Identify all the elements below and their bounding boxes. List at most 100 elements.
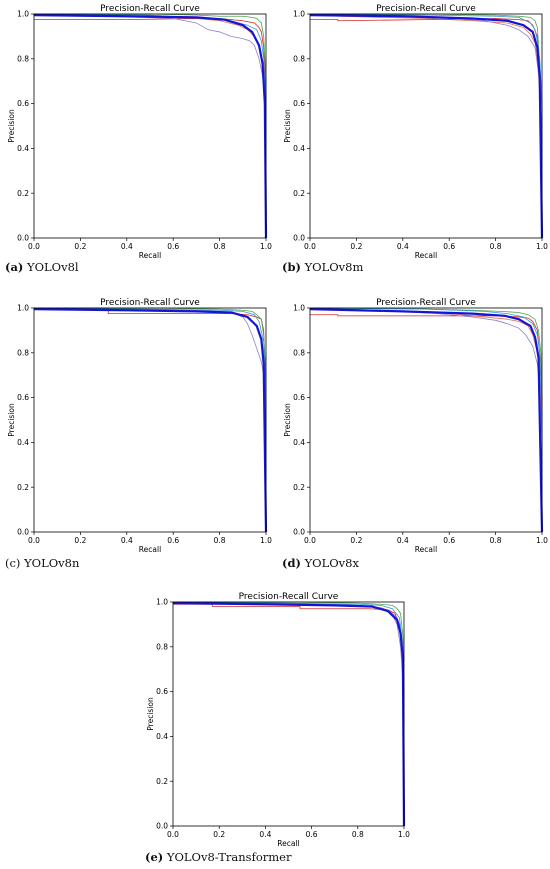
chart-title: Precision-Recall Curve: [376, 298, 476, 308]
class-curve: [33, 307, 267, 532]
class-curve: [173, 603, 405, 826]
plot-frame: [33, 307, 267, 533]
x-tick-label: 0.6: [167, 536, 179, 545]
class-curve: [33, 307, 267, 532]
y-tick-label: 0.0: [156, 822, 168, 831]
mean-curve: [309, 308, 544, 533]
y-tick-label: 0.6: [17, 99, 29, 108]
y-tick-label: 0.4: [293, 438, 305, 447]
y-tick-label: 0.8: [156, 642, 168, 651]
x-tick-label: 0.8: [490, 536, 502, 545]
class-curve: [33, 13, 267, 238]
x-tick-label: 0.0: [167, 830, 179, 839]
y-axis-label: Precision: [7, 109, 16, 143]
pr-chart-3: 0.0 0.2 0.4 0.6 0.8 1.0 0.0 0.2 0.4 0.6 0.8 1.0 Prec…: [283, 298, 548, 554]
mean-curve: [172, 602, 406, 827]
y-tick-label: 0.0: [17, 234, 29, 243]
y-tick-label: 1.0: [293, 304, 305, 313]
caption-text: YOLOv8x: [304, 556, 359, 570]
plot-frame: [33, 13, 267, 239]
class-curve: [34, 13, 267, 238]
y-axis-label: Precision: [283, 403, 292, 437]
y-tick-label: 1.0: [17, 304, 29, 313]
y-tick-label: 1.0: [17, 10, 29, 19]
x-tick-label: 0.6: [306, 830, 318, 839]
x-axis-label: Recall: [277, 839, 299, 848]
x-tick-label: 1.0: [536, 536, 548, 545]
y-tick-label: 0.8: [17, 54, 29, 63]
y-tick-label: 0.4: [17, 144, 29, 153]
x-tick-label: 0.6: [443, 536, 455, 545]
chart-title: Precision-Recall Curve: [100, 298, 200, 308]
class-curve: [33, 13, 267, 238]
y-tick-label: 0.0: [17, 528, 29, 537]
x-tick-label: 1.0: [536, 242, 548, 251]
x-tick-label: 1.0: [260, 536, 272, 545]
y-tick-label: 0.6: [156, 687, 168, 696]
x-tick-label: 0.0: [304, 536, 316, 545]
y-tick-label: 1.0: [293, 10, 305, 19]
x-tick-label: 0.4: [121, 536, 133, 545]
x-tick-label: 0.8: [214, 242, 226, 251]
y-axis-label: Precision: [7, 403, 16, 437]
y-tick-label: 0.8: [293, 348, 305, 357]
class-curve: [33, 307, 267, 532]
y-tick-label: 0.2: [293, 483, 305, 492]
caption-text: YOLOv8-Transformer: [166, 850, 292, 864]
y-tick-label: 0.2: [17, 483, 29, 492]
x-tick-label: 0.6: [167, 242, 179, 251]
class-curve: [309, 307, 543, 532]
pr-chart-1: 0.0 0.2 0.4 0.6 0.8 1.0 0.0 0.2 0.4 0.6 0.8 1.0 Prec…: [283, 4, 548, 260]
x-tick-label: 0.2: [74, 242, 86, 251]
x-tick-label: 0.6: [443, 242, 455, 251]
y-tick-label: 0.8: [17, 348, 29, 357]
caption-d: (d) YOLOv8x: [282, 556, 359, 570]
caption-letter: (b): [282, 260, 301, 274]
class-curve: [309, 13, 543, 238]
caption-letter: (c): [5, 556, 21, 570]
caption-text: YOLOv8l: [27, 260, 79, 274]
y-tick-label: 0.2: [17, 189, 29, 198]
y-axis-label: Precision: [146, 697, 155, 731]
y-tick-label: 1.0: [156, 598, 168, 607]
x-tick-label: 0.2: [350, 536, 362, 545]
mean-curve: [309, 14, 544, 239]
y-tick-label: 0.6: [293, 99, 305, 108]
y-tick-label: 0.2: [156, 777, 168, 786]
caption-letter: (a): [5, 260, 24, 274]
class-curve: [33, 13, 267, 238]
plot-frame: [309, 13, 543, 239]
class-curve: [310, 18, 543, 238]
x-tick-label: 0.2: [213, 830, 225, 839]
caption-text: YOLOv8m: [304, 260, 364, 274]
x-tick-label: 0.0: [28, 536, 40, 545]
y-tick-label: 0.6: [17, 393, 29, 402]
y-tick-label: 0.4: [293, 144, 305, 153]
mean-curve: [33, 308, 268, 533]
caption-a: (a) YOLOv8l: [5, 260, 79, 274]
class-curve: [34, 307, 267, 532]
class-curve: [309, 307, 543, 532]
caption-text: YOLOv8n: [24, 556, 80, 570]
class-curve: [309, 13, 543, 238]
caption-letter: (d): [282, 556, 301, 570]
x-tick-label: 0.0: [28, 242, 40, 251]
x-tick-label: 0.4: [259, 830, 271, 839]
x-axis-label: Recall: [415, 545, 437, 554]
class-curve: [173, 601, 405, 826]
mean-curve: [33, 14, 268, 239]
class-curve: [309, 13, 543, 238]
x-tick-label: 0.8: [352, 830, 364, 839]
plot-frame: [309, 307, 543, 533]
x-tick-label: 0.4: [121, 242, 133, 251]
x-tick-label: 0.4: [397, 242, 409, 251]
class-curve: [309, 307, 543, 532]
pr-chart-4: 0.0 0.2 0.4 0.6 0.8 1.0 0.0 0.2 0.4 0.6 0.8 1.0 Prec…: [146, 592, 410, 848]
class-curve: [310, 314, 543, 532]
x-axis-label: Recall: [139, 545, 161, 554]
x-tick-label: 0.2: [74, 536, 86, 545]
class-curve: [172, 601, 405, 826]
caption-b: (b) YOLOv8m: [282, 260, 363, 274]
y-tick-label: 0.4: [156, 732, 168, 741]
class-curve: [172, 601, 405, 826]
